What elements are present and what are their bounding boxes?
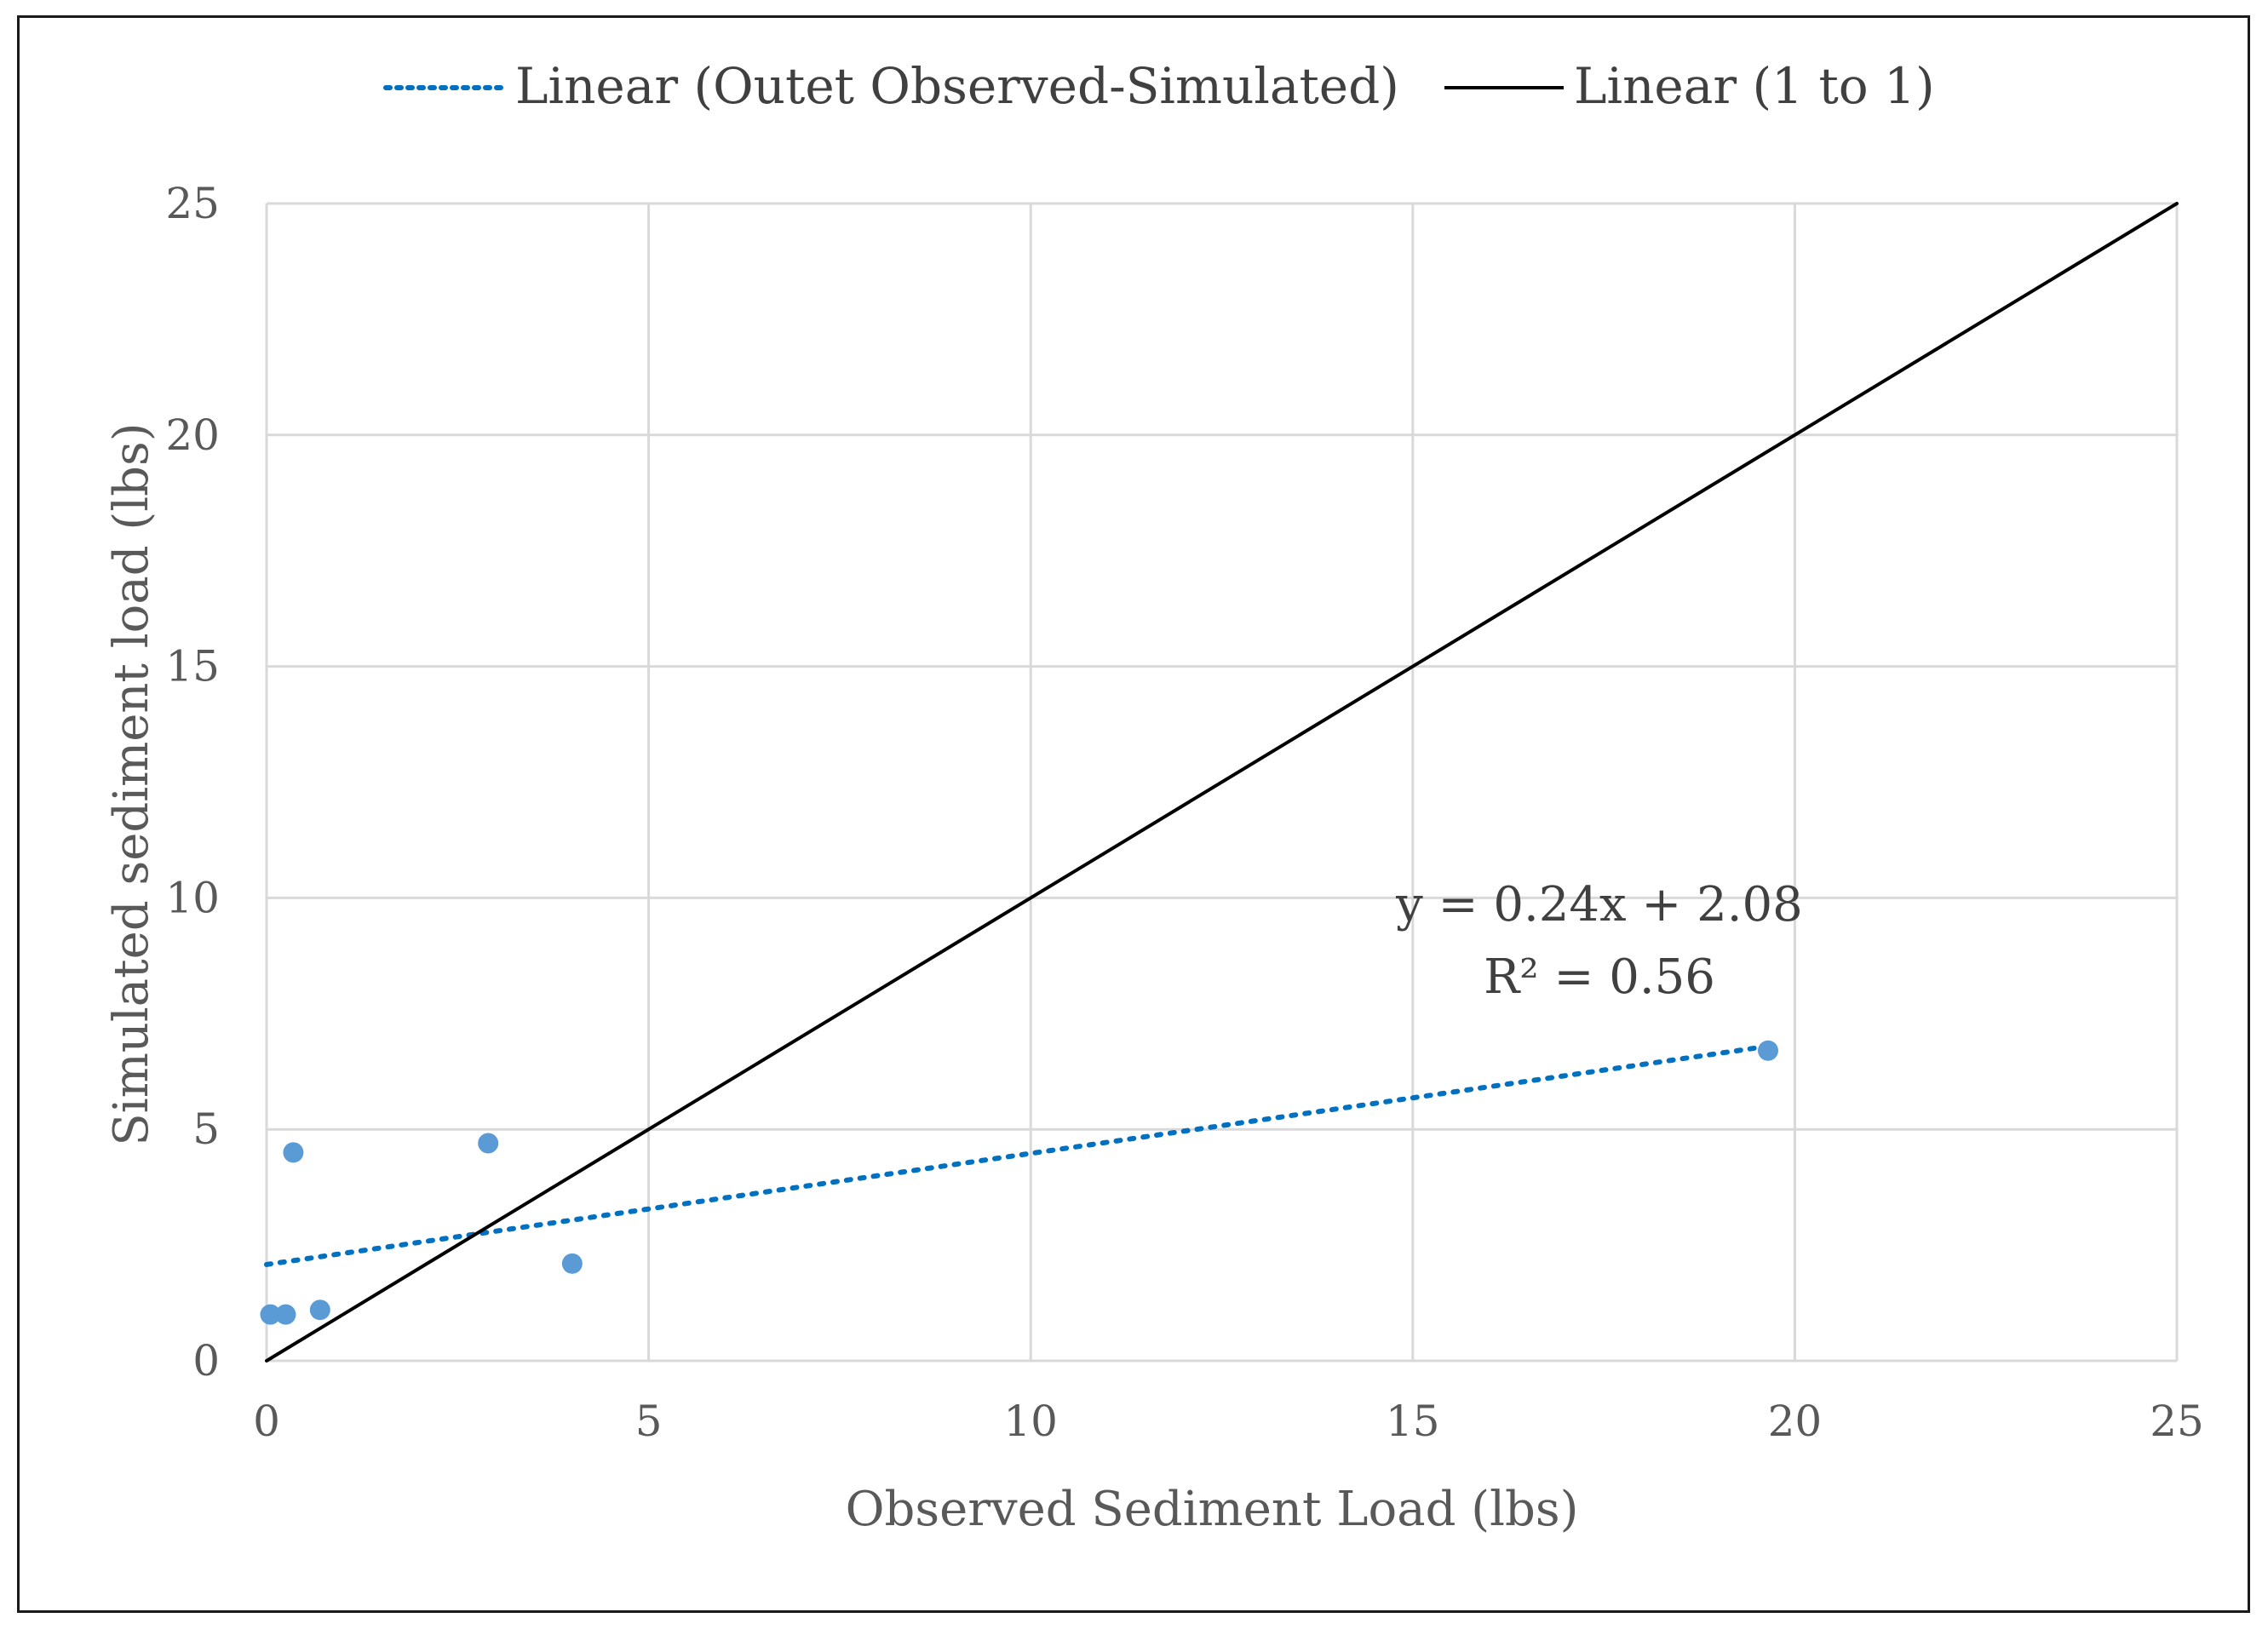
legend: Linear (Outet Observed-Simulated) Linear… <box>383 57 1935 115</box>
y-tick-label-20: 20 <box>165 410 220 460</box>
x-tick-label-15: 15 <box>1386 1397 1440 1446</box>
axes <box>265 204 2177 1362</box>
x-tick-label-20: 20 <box>1768 1397 1823 1446</box>
data-point-6 <box>1757 1040 1778 1061</box>
tick-labels: 0 5 10 15 20 25 0 5 10 15 20 25 <box>165 179 2203 1446</box>
gridlines <box>267 202 2179 1361</box>
trendline-observed-simulated <box>264 1043 1771 1267</box>
scatter-chart: 0 5 10 15 20 25 0 5 10 15 20 25 Linear (Outet Obser… <box>104 57 2204 1537</box>
data-point-0 <box>260 1304 281 1325</box>
x-axis-title: Observed Sediment Load (lbs) <box>846 1482 1579 1537</box>
data-point-1 <box>275 1304 296 1325</box>
trendlines <box>264 202 2179 1362</box>
trendline-one-to-one <box>265 202 2179 1362</box>
trendline-equation: y = 0.24x + 2.08 <box>1395 877 1803 932</box>
data-point-4 <box>478 1133 499 1154</box>
y-tick-label-10: 10 <box>165 873 220 922</box>
data-point-5 <box>561 1253 583 1274</box>
data-point-2 <box>283 1142 304 1163</box>
y-axis-title: Simulated sediment load (lbs) <box>104 422 159 1145</box>
y-tick-label-25: 25 <box>165 179 220 228</box>
x-tick-label-25: 25 <box>2150 1397 2204 1446</box>
y-tick-label-15: 15 <box>165 642 220 691</box>
x-tick-label-5: 5 <box>635 1397 663 1446</box>
chart-frame: 0 5 10 15 20 25 0 5 10 15 20 25 Linear (Outet Obser… <box>17 15 2250 1613</box>
legend-label-trendline-observed-simulated: Linear (Outet Observed-Simulated) <box>515 57 1399 115</box>
data-points <box>260 1040 1778 1325</box>
y-tick-label-0: 0 <box>192 1336 220 1385</box>
data-point-3 <box>309 1299 330 1321</box>
x-tick-label-10: 10 <box>1003 1397 1058 1446</box>
x-tick-label-0: 0 <box>253 1397 280 1446</box>
trendline-r-squared: R² = 0.56 <box>1484 949 1715 1005</box>
legend-label-one-to-one: Linear (1 to 1) <box>1574 57 1935 115</box>
y-tick-label-5: 5 <box>192 1104 220 1154</box>
